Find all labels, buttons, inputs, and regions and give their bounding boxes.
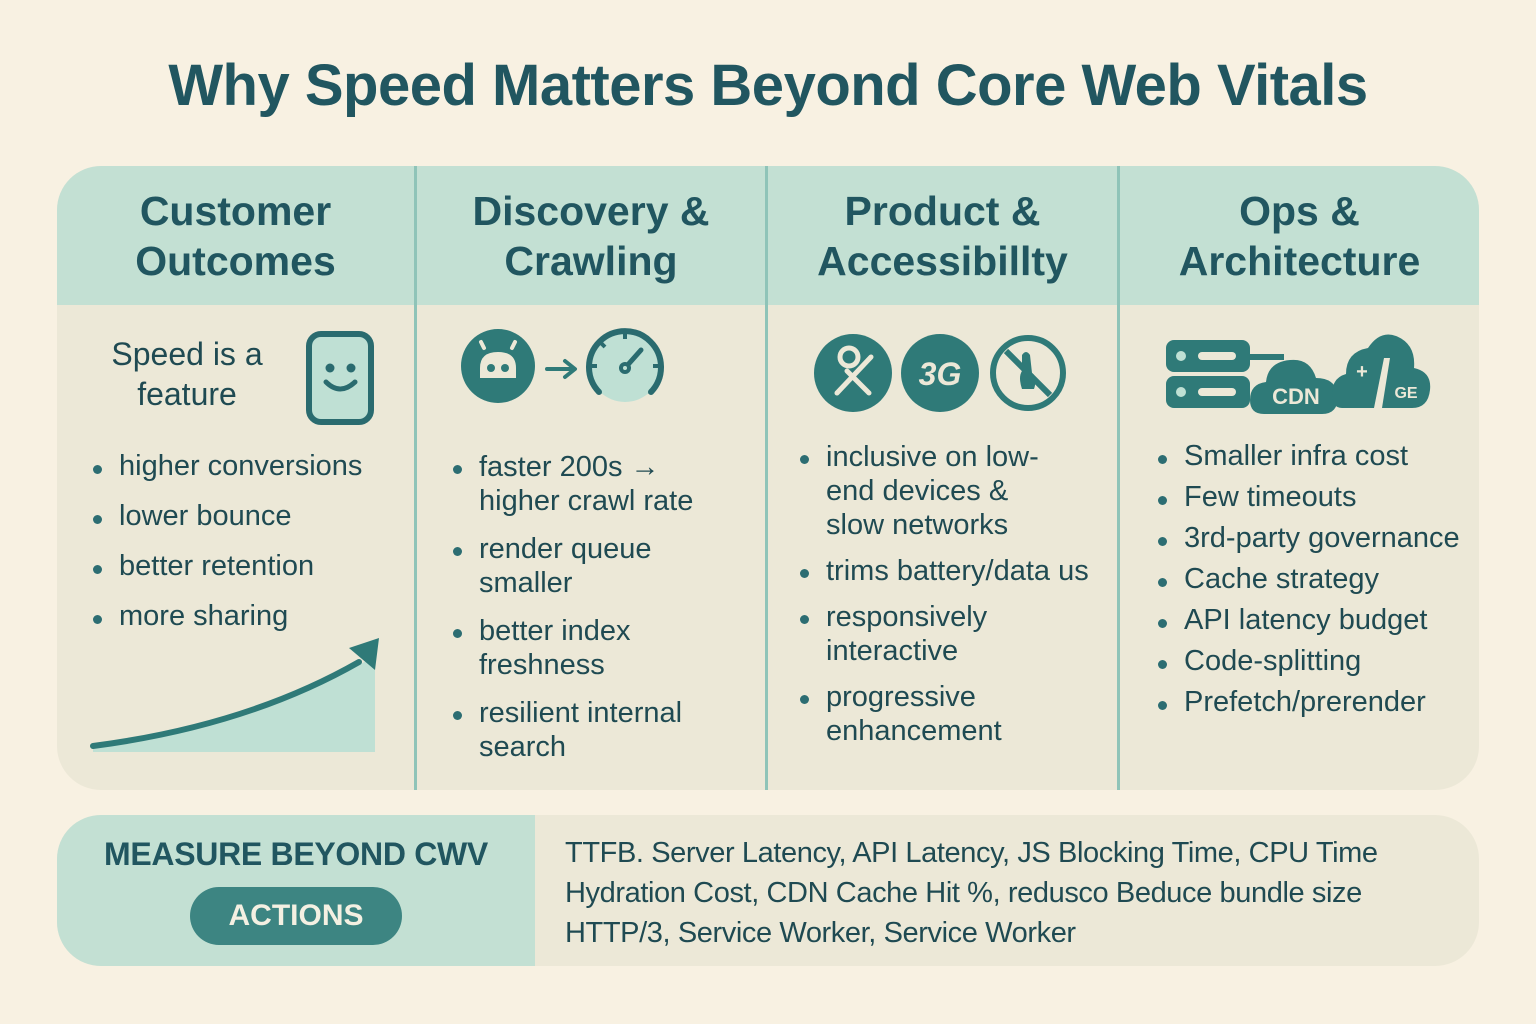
list-item-line: freshness [479,649,605,681]
list-item: Prefetch/prerender [1158,686,1460,727]
list-item-line: resilient internal [479,697,683,729]
bullet-list: inclusive on low- end devices & slow net… [800,440,1089,748]
arrow-right-icon [545,359,577,379]
crawler-bot-icon [461,329,535,403]
svg-text:3G: 3G [919,356,962,392]
column-ops-architecture: Ops & Architecture CDN + GE Smaller infr… [1120,166,1479,790]
list-item: higher conversions [93,450,362,500]
heading-line: Product & [844,187,1041,234]
list-item: trims battery/data us [800,554,1089,588]
list-item: render queue smaller [453,532,693,600]
list-item-line: search [479,731,567,763]
list-item: faster 200s → higher crawl rate [453,450,693,518]
list-item: better index freshness [453,614,693,682]
bullet-list: higher conversions lower bounce better r… [93,450,362,650]
measure-section: MEASURE BEYOND CWV ACTIONS [57,815,535,966]
list-item-line: responsively [826,601,988,633]
server-stack-icon [1166,340,1284,408]
measure-label: MEASURE BEYOND CWV [104,836,488,872]
3g-network-icon: 3G [901,334,979,412]
column-heading: Discovery & Crawling [417,166,765,305]
metrics-line: Hydration Cost, CDN Cache Hit %, redusco… [565,877,1362,909]
list-item-line: end devices & [826,475,1009,507]
heading-line: Accessibillty [817,237,1068,284]
column-heading: Product & Accessibillty [768,166,1117,305]
heading-line: Ops & [1239,187,1360,234]
column-product-accessibility: Product & Accessibillty 3G inclusive on … [768,166,1120,790]
bullet-list: faster 200s → higher crawl rate render q… [453,450,693,764]
list-item-line: better index [479,615,631,647]
speedometer-icon [586,328,664,402]
list-item-line: smaller [479,567,573,599]
list-item-line: enhancement [826,715,1002,747]
tagline-line: Speed is a [111,336,263,372]
list-item: inclusive on low- end devices & slow net… [800,440,1089,542]
column-discovery-crawling: Discovery & Crawling [417,166,768,790]
svg-text:GE: GE [1394,385,1417,402]
list-item: Cache strategy [1158,563,1460,604]
list-item-line: faster 200s → [479,451,660,483]
list-item: API latency budget [1158,604,1460,645]
list-item: responsively interactive [800,600,1089,668]
heading-line: Discovery & [472,187,710,234]
list-item: lower bounce [93,500,362,550]
list-item-line: inclusive on low- [826,441,1039,473]
no-touch-icon [990,335,1066,411]
smiley-phone-icon [306,331,374,425]
list-item-line: progressive [826,681,976,713]
metrics-list: TTFB. Server Latency, API Latency, JS Bl… [535,815,1479,966]
cdn-cloud-icon: CDN [1250,359,1338,414]
tagline-line: feature [137,376,237,412]
column-heading: Ops & Architecture [1120,166,1479,305]
list-item: better retention [93,550,362,600]
list-item: progressive enhancement [800,680,1089,748]
metrics-line: HTTP/3, Service Worker, Service Worker [565,917,1076,949]
heading-line: Crawling [504,237,678,284]
accessibility-person-icon [814,334,892,412]
list-item-line: render queue [479,533,652,565]
list-item: Code-splitting [1158,645,1460,686]
heading-line: Outcomes [135,237,336,284]
page-title: Why Speed Matters Beyond Core Web Vitals [168,53,1368,118]
list-item-line: trims battery/data us [826,555,1089,587]
list-item: resilient internal search [453,696,693,764]
heading-line: Architecture [1178,237,1421,284]
tagline: Speed is a feature [97,334,277,414]
bullet-list: Smaller infra cost Few timeouts 3rd-part… [1158,440,1460,727]
svg-text:CDN: CDN [1272,384,1320,409]
growth-curve-arrow-icon [90,638,379,752]
list-item: more sharing [93,600,362,650]
column-heading: Customer Outcomes [57,166,414,305]
metrics-line: TTFB. Server Latency, API Latency, JS Bl… [565,837,1378,869]
column-customer-outcomes: Customer Outcomes Speed is a feature hig… [57,166,417,790]
list-item-line: higher crawl rate [479,485,694,517]
heading-line: Customer [139,187,332,234]
svg-text:+: + [1356,361,1368,383]
list-item-line: interactive [826,635,959,667]
list-item: Few timeouts [1158,481,1460,522]
list-item-line: slow networks [826,509,1009,541]
four-column-panel: Customer Outcomes Speed is a feature hig… [57,166,1479,790]
measure-beyond-cwv-bar: MEASURE BEYOND CWV ACTIONS TTFB. Server … [57,815,1479,966]
list-item: 3rd-party governance [1158,522,1460,563]
edge-cloud-icon: + GE [1332,334,1431,408]
actions-button[interactable]: ACTIONS [190,887,402,945]
list-item: Smaller infra cost [1158,440,1460,481]
